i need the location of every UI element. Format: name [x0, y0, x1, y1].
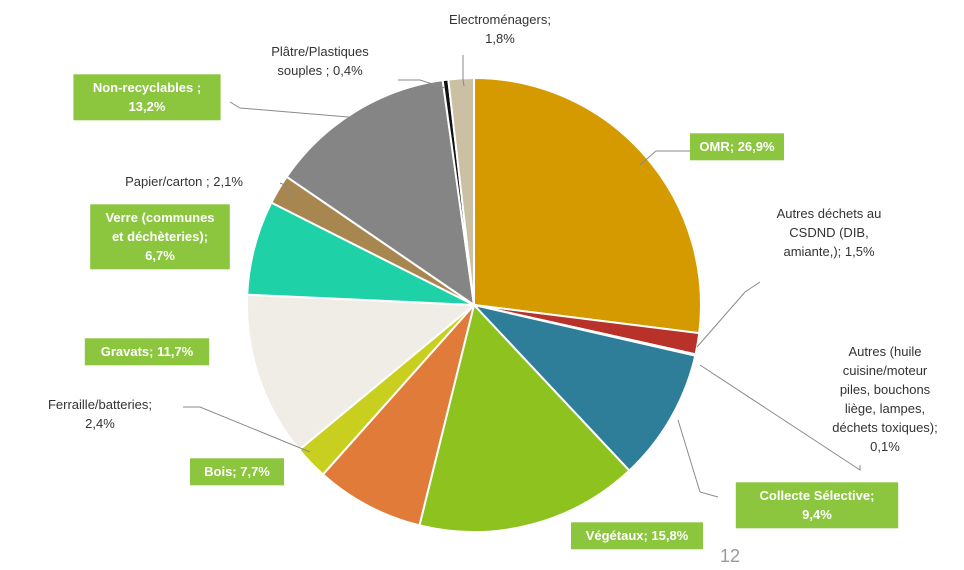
slice-label-collecte-s-lective: Collecte Sélective; 9,4%: [735, 482, 899, 529]
page-number: 12: [719, 546, 741, 566]
leader-lines: [183, 55, 861, 498]
leader-line-3: [677, 419, 719, 498]
leader-line-1: [696, 281, 761, 348]
slice-label-line: 0,1%: [870, 439, 900, 454]
slice-label-line: 2,4%: [85, 416, 115, 431]
leader-line-12: [462, 55, 465, 87]
slice-labels: OMR; 26,9% Autres déchets au CSDND (DIB, am…: [48, 12, 938, 550]
slice-label-papier-carton: Papier/carton ; 2,1%: [125, 174, 243, 189]
pie-slice-electrom-nagers: [447, 76, 475, 306]
slice-label-line: cuisine/moteur: [843, 363, 928, 378]
slice-label-gravats: Gravats; 11,7%: [84, 338, 210, 366]
slice-label-ferraille-batteries: Ferraille/batteries; 2,4%: [48, 397, 152, 431]
label-highlight-box: [735, 482, 899, 529]
slice-label-line: Gravats; 11,7%: [101, 344, 194, 359]
label-highlight-box: [73, 74, 221, 121]
label-highlight-box: [690, 133, 784, 161]
slice-label-bois: Bois; 7,7%: [190, 458, 284, 486]
pie-slices: [246, 76, 702, 533]
pie-slice-omr: [473, 76, 702, 335]
slice-label-pl-tre-plastiques-souples: Plâtre/Plastiques souples ; 0,4%: [271, 44, 369, 78]
slice-label-line: Ferraille/batteries;: [48, 397, 152, 412]
slice-label-line: Verre (communes: [105, 210, 214, 225]
slice-label-line: Plâtre/Plastiques: [271, 44, 369, 59]
slice-label-line: Bois; 7,7%: [204, 464, 270, 479]
slice-label-line: liège, lampes,: [845, 401, 925, 416]
slice-label-autres-d-chets-au-csdnd-dib-amiante: Autres déchets au CSDND (DIB, amiante,); 1…: [777, 206, 882, 259]
slice-label-line: Autres (huile: [849, 344, 922, 359]
slice-label-v-g-taux: Végétaux; 15,8%: [571, 522, 703, 550]
slice-label-line: 6,7%: [145, 248, 175, 263]
slice-label-line: Electroménagers;: [449, 12, 551, 27]
slice-label-line: piles, bouchons: [840, 382, 931, 397]
pie-slice-collecte-s-lective: [471, 303, 697, 473]
pie-slice-v-g-taux: [418, 302, 631, 533]
slice-label-non-recyclables: Non-recyclables ; 13,2%: [73, 74, 221, 121]
pie-slice-bois: [321, 304, 475, 527]
slice-label-line: Collecte Sélective;: [760, 488, 875, 503]
pie-slice-non-recyclables: [285, 79, 476, 308]
leader-line-9: [279, 182, 293, 199]
label-highlight-box: [90, 204, 230, 270]
slice-label-electrom-nagers: Electroménagers; 1,8%: [449, 12, 551, 46]
slice-label-line: 1,8%: [485, 31, 515, 46]
slice-label-line: souples ; 0,4%: [277, 63, 363, 78]
slice-label-line: CSDND (DIB,: [789, 225, 868, 240]
slice-label-autres-huile-cuisine-moteur-piles-bouchons-li-ge-lampes-d-chets-toxiques: Autres (huile cuisine/moteur piles, boucho…: [832, 344, 938, 454]
leader-line-0: [639, 150, 693, 166]
slice-label-line: 9,4%: [802, 507, 832, 522]
slice-label-line: et déchèteries);: [112, 229, 208, 244]
leader-line-6: [183, 406, 311, 453]
leader-line-2: [699, 364, 861, 471]
slice-label-line: Végétaux; 15,8%: [586, 528, 689, 543]
slice-label-line: amiante,); 1,5%: [783, 244, 874, 259]
leader-line-11: [398, 79, 446, 89]
slice-label-verre-communes-et-d-ch-teries: Verre (communes et déchèteries); 6,7%: [90, 204, 230, 270]
pie-slice-gravats: [246, 293, 477, 452]
slice-label-line: Papier/carton ; 2,1%: [125, 174, 243, 189]
label-highlight-box: [84, 338, 210, 366]
slice-label-line: Non-recyclables ;: [93, 80, 201, 95]
slice-label-line: OMR; 26,9%: [699, 139, 775, 154]
slice-label-line: déchets toxiques);: [832, 420, 938, 435]
slice-label-line: 13,2%: [129, 99, 166, 114]
label-highlight-box: [190, 458, 284, 486]
leader-line-10: [229, 101, 361, 119]
slice-label-line: Autres déchets au: [777, 206, 882, 221]
label-highlight-box: [571, 522, 703, 550]
slice-label-omr: OMR; 26,9%: [690, 133, 784, 161]
